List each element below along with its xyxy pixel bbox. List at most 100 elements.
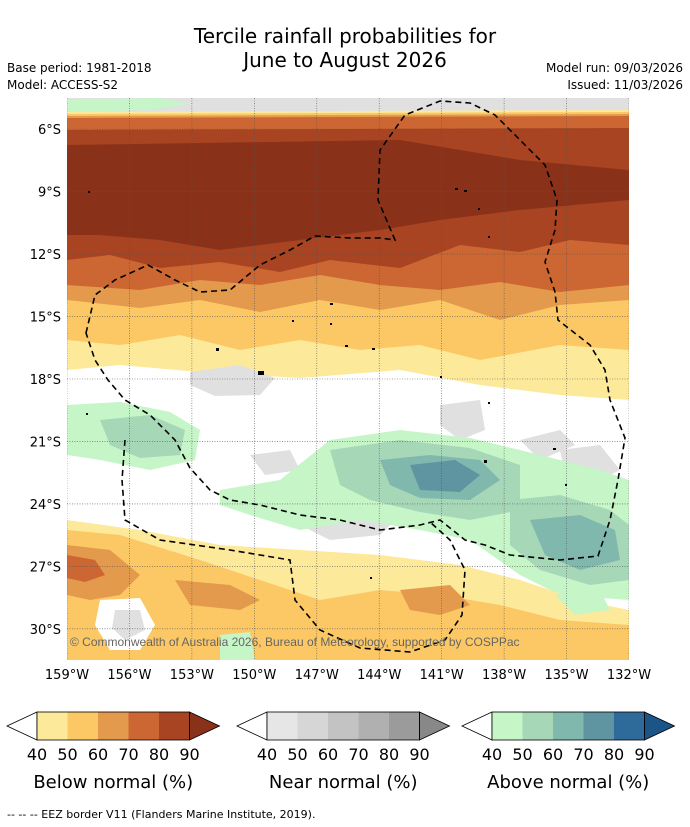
region-above-50-west [100, 415, 185, 458]
x-tick-label: 153°W [170, 668, 214, 683]
y-tick-label: 24°S [30, 498, 61, 513]
grid [67, 98, 629, 660]
y-tick-label: 9°S [38, 186, 61, 201]
x-tick-label: 156°W [107, 668, 151, 683]
colorbar-segment [583, 712, 614, 740]
colorbar-tick-label: 80 [149, 745, 169, 764]
region-below-60-south [67, 530, 629, 660]
colorbar-title: Above normal (%) [487, 772, 649, 793]
region-near-south-1 [112, 610, 145, 640]
colorbar-segment [267, 712, 298, 740]
island-mark [372, 348, 375, 350]
region-above-60-southeast [530, 515, 620, 570]
y-tick-label: 30°S [30, 623, 61, 638]
colorbar-outline [36, 711, 190, 741]
y-tick-label: 12°S [30, 248, 61, 263]
eez-footer-note: -- -- -- EEZ border V11 (Flanders Marine… [7, 808, 316, 821]
colorbar-tick-label: 90 [409, 745, 429, 764]
island-mark [86, 413, 88, 415]
colorbar-below: 40 50 60 70 80 90 Below normal (%) [6, 711, 221, 793]
colorbar-above: 40 50 60 70 80 90 Above normal (%) [461, 711, 676, 793]
region-below-top-core [67, 140, 629, 250]
colorbar-tick-label: 40 [257, 745, 277, 764]
eez-border-southern [121, 439, 466, 653]
model-run-label: Model run: 09/03/2026 [545, 61, 683, 75]
x-tick-label: 150°W [232, 668, 276, 683]
x-tick-label: 141°W [420, 668, 464, 683]
colorbar-title: Near normal (%) [269, 772, 418, 793]
y-tick-label: 15°S [30, 311, 61, 326]
region-below-70-south-east [400, 585, 470, 615]
colorbar-tick-label: 70 [573, 745, 593, 764]
island-mark [488, 236, 490, 238]
x-tick-label: 159°W [45, 668, 89, 683]
colorbar-segment [389, 712, 420, 740]
colorbar-tick-label: 80 [379, 745, 399, 764]
island-mark [345, 345, 348, 347]
colorbar-max-arrow [419, 711, 451, 741]
x-tick-label: 132°W [607, 668, 651, 683]
x-tick-label: 147°W [295, 668, 339, 683]
colorbar-tick-label: 60 [543, 745, 563, 764]
y-tick-label: 18°S [30, 373, 61, 388]
colorbar-tick-label: 40 [27, 745, 47, 764]
island-mark [88, 191, 90, 193]
island-mark [258, 371, 264, 375]
chart-title-line1: Tercile rainfall probabilities for [193, 24, 497, 48]
colorbar-min-arrow [6, 711, 38, 741]
y-tick-label: 21°S [30, 435, 61, 450]
island-mark [553, 448, 556, 450]
issued-label: Issued: 11/03/2026 [567, 78, 683, 92]
colorbar-outline [491, 711, 645, 741]
colorbar-tick-label: 50 [512, 745, 532, 764]
eez-border-french-polynesia [85, 100, 626, 561]
colorbar-near: 40 50 60 70 80 90 Near normal (%) [236, 711, 451, 793]
island-mark [478, 208, 480, 210]
region-above-south-1 [220, 632, 255, 660]
island-mark [216, 348, 219, 351]
colorbar-tick-label: 60 [318, 745, 338, 764]
island-mark [370, 577, 372, 579]
colorbar-max-arrow [644, 711, 676, 741]
chart-title-line2: June to August 2026 [243, 48, 447, 72]
colorbar-segment [328, 712, 359, 740]
base-period-label: Base period: 1981-2018 [7, 61, 152, 75]
colorbar-tick-label: 50 [287, 745, 307, 764]
colorbar-segment [492, 712, 523, 740]
colorbar-segment [297, 712, 328, 740]
island-mark [440, 376, 442, 378]
region-above-70-east [410, 460, 480, 492]
colorbar-segment [37, 712, 68, 740]
x-tick-label: 138°W [482, 668, 526, 683]
x-tick-label: 144°W [357, 668, 401, 683]
colorbar-min-arrow [461, 711, 493, 741]
y-tick-label: 6°S [38, 123, 61, 138]
colorbar-segment [553, 712, 584, 740]
colorbar-segment [522, 712, 553, 740]
region-above-top [67, 98, 190, 112]
island-mark [464, 190, 467, 192]
region-below-80-south-west [67, 555, 105, 582]
x-tick-label: 135°W [544, 668, 588, 683]
colorbar-tick-label: 80 [604, 745, 624, 764]
colorbar-tick-label: 40 [482, 745, 502, 764]
region-near-patch-2 [440, 400, 485, 440]
colorbar-outline [266, 711, 420, 741]
colorbar-segment [67, 712, 98, 740]
colorbar-tick-label: 60 [88, 745, 108, 764]
island-mark [484, 460, 487, 463]
colorbar-segment [358, 712, 389, 740]
island-mark [330, 303, 333, 305]
colorbar-title: Below normal (%) [33, 772, 193, 793]
colorbar-segment [614, 712, 645, 740]
island-mark [330, 323, 332, 325]
island-mark [292, 320, 294, 322]
colorbar-segment [159, 712, 190, 740]
model-label: Model: ACCESS-S2 [7, 78, 119, 92]
y-axis-ticks: 6°S 9°S 12°S 15°S 18°S 21°S 24°S 27°S 30°S [30, 123, 61, 638]
island-mark [565, 484, 567, 486]
colorbar-tick-label: 90 [179, 745, 199, 764]
colorbar-segment [98, 712, 129, 740]
region-near-patch-6 [250, 450, 300, 475]
